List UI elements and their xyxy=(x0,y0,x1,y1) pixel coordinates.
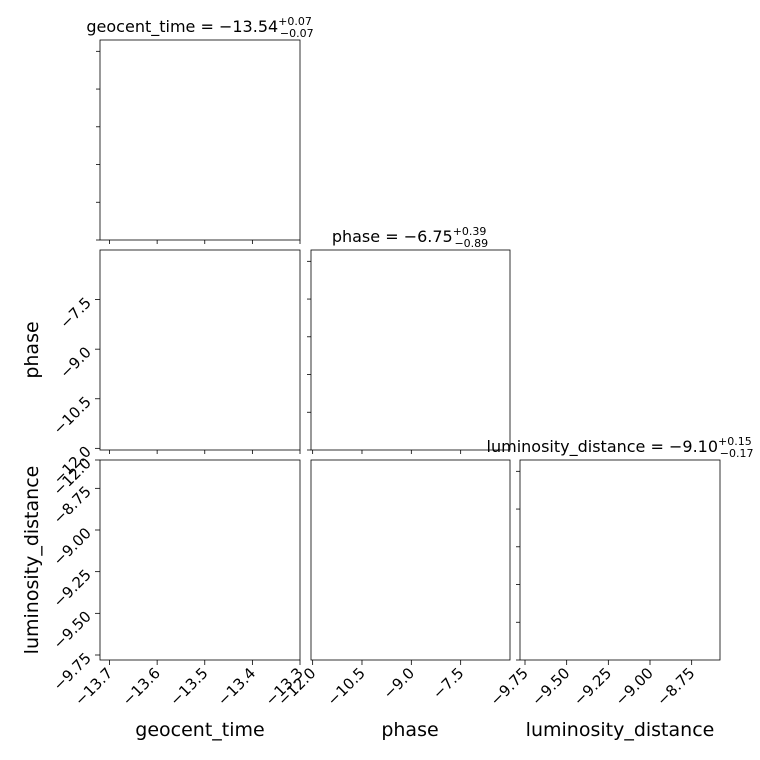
scatter-point xyxy=(84,605,86,607)
scatter-point xyxy=(83,601,85,603)
scatter-point xyxy=(303,458,305,460)
scatter-point xyxy=(304,461,306,463)
scatter-point xyxy=(91,613,93,615)
scatter-point xyxy=(96,297,98,299)
scatter-point xyxy=(86,605,88,607)
scatter-point xyxy=(90,285,92,287)
scatter-point xyxy=(295,453,297,455)
scatter-point xyxy=(94,602,96,604)
scatter-point xyxy=(94,608,96,610)
scatter-point xyxy=(65,297,67,299)
scatter-point xyxy=(327,457,329,459)
scatter-point xyxy=(93,625,95,627)
scatter-point xyxy=(94,311,96,313)
